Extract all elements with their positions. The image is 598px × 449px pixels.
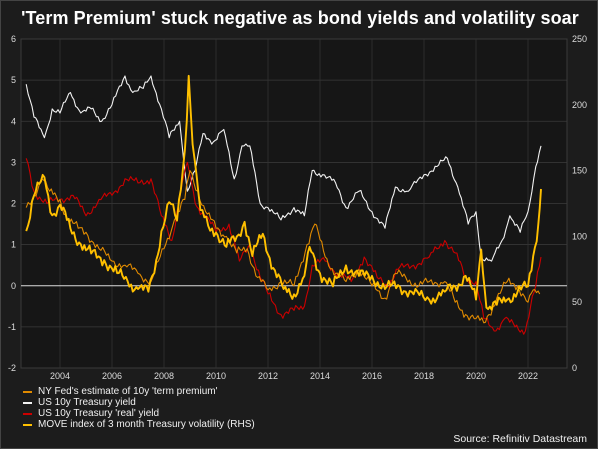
y-right-tick-label: 150 (572, 166, 587, 176)
x-tick-label: 2004 (50, 371, 70, 381)
x-tick-label: 2020 (466, 371, 486, 381)
legend-item-real-yield: US 10y Treasury 'real' yield (23, 408, 255, 419)
real-yield-line (25, 158, 542, 335)
legend-swatch-move-index (23, 423, 32, 426)
chart-title: 'Term Premium' stuck negative as bond yi… (21, 8, 579, 28)
y-left-tick-label: 0 (11, 281, 16, 291)
legend-swatch-real-yield (23, 412, 32, 415)
y-left-tick-label: 4 (11, 116, 16, 126)
legend-swatch-term-premium (23, 390, 32, 393)
legend-label-real-yield: US 10y Treasury 'real' yield (38, 408, 160, 419)
y-right-tick-label: 0 (572, 363, 577, 373)
y-right-tick-label: 100 (572, 231, 587, 241)
x-tick-label: 2008 (154, 371, 174, 381)
x-tick-label: 2010 (206, 371, 226, 381)
x-tick-label: 2012 (258, 371, 278, 381)
legend-swatch-10y-yield (23, 401, 32, 404)
x-tick-label: 2022 (518, 371, 538, 381)
treasury-10y-yield-line (25, 75, 542, 262)
y-left-tick-label: 1 (11, 240, 16, 250)
y-left-tick-label: 2 (11, 199, 16, 209)
legend-item-move-index: MOVE index of 3 month Treasury volatilit… (23, 419, 255, 430)
legend-label-10y-yield: US 10y Treasury yield (38, 397, 136, 408)
source-note: Source: Refinitiv Datastream (453, 433, 587, 445)
y-right-tick-label: 200 (572, 100, 587, 110)
move-index-line (25, 74, 542, 311)
x-tick-label: 2014 (310, 371, 330, 381)
y-left-tick-label: -1 (8, 322, 16, 332)
x-tick-label: 2016 (362, 371, 382, 381)
y-left-tick-label: 3 (11, 157, 16, 167)
y-right-tick-label: 50 (572, 297, 582, 307)
legend-label-move-index: MOVE index of 3 month Treasury volatilit… (38, 419, 255, 430)
y-right-tick-label: 250 (572, 34, 587, 44)
y-left-tick-label: -2 (8, 363, 16, 373)
term-premium-line (25, 170, 541, 324)
y-left-tick-label: 5 (11, 75, 16, 85)
x-tick-label: 2006 (102, 371, 122, 381)
legend: NY Fed's estimate of 10y 'term premium' … (23, 386, 255, 430)
y-left-tick-label: 6 (11, 34, 16, 44)
legend-item-10y-yield: US 10y Treasury yield (23, 397, 255, 408)
legend-item-term-premium: NY Fed's estimate of 10y 'term premium' (23, 386, 255, 397)
legend-label-term-premium: NY Fed's estimate of 10y 'term premium' (38, 386, 218, 397)
plot-area: -2 -1 0 1 2 3 4 5 6 0 50 100 150 200 250 2004 2006 2008 20… (8, 34, 587, 381)
x-tick-label: 2018 (414, 371, 434, 381)
